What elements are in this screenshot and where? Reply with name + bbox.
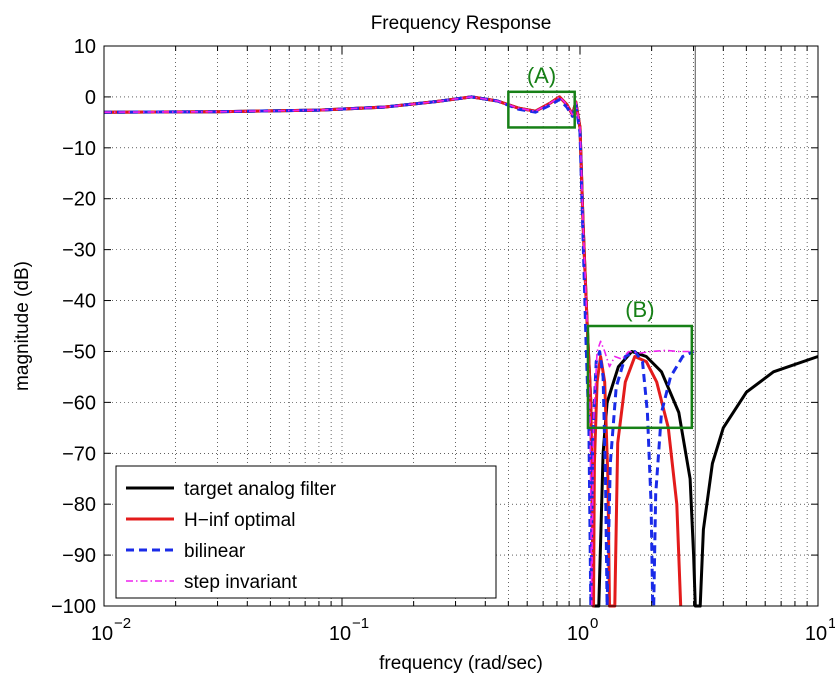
y-tick-label: −20 xyxy=(62,189,96,211)
legend-entry-label: target analog filter xyxy=(184,479,337,500)
annotation-box xyxy=(507,90,576,129)
legend-entry-label: bilinear xyxy=(184,541,246,562)
y-axis-label: magnitude (dB) xyxy=(12,261,33,391)
y-tick-label: −30 xyxy=(62,240,96,262)
plot-area-frame xyxy=(103,45,819,607)
y-tick-labels: 10 0 −10 −20 −30 −40 −50 −60 −70 −80 −90 −100 xyxy=(51,36,96,618)
legend-entry-label: H−inf optimal xyxy=(184,510,295,531)
y-tick-label: −90 xyxy=(62,545,96,567)
x-tick-label: 10 xyxy=(91,623,113,645)
x-axis-label: frequency (rad/sec) xyxy=(379,653,543,674)
y-tick-label: −10 xyxy=(62,138,96,160)
legend-entry-label: step invariant xyxy=(184,572,298,593)
y-tick-label: 0 xyxy=(85,87,96,109)
y-tick-label: −60 xyxy=(62,392,96,414)
legend-box xyxy=(115,465,497,599)
series-line xyxy=(103,96,694,607)
x-tick-label: 10 xyxy=(567,623,589,645)
x-tick-exponent: −1 xyxy=(352,615,369,632)
x-tick-label: 10 xyxy=(805,623,827,645)
annotation-box xyxy=(586,324,694,430)
x-tick-labels: 10 −2 10 −1 10 0 10 1 xyxy=(91,615,835,645)
x-tick-exponent: 0 xyxy=(590,615,598,632)
y-tick-label: −50 xyxy=(62,341,96,363)
y-tick-label: −100 xyxy=(51,596,96,618)
annotation-label: (B) xyxy=(625,297,654,322)
grid xyxy=(104,46,818,606)
x-tick-label: 10 xyxy=(329,623,351,645)
series-3 xyxy=(103,96,694,607)
axis-ticks xyxy=(103,45,818,607)
y-tick-label: −80 xyxy=(62,494,96,516)
annotation-label: (A) xyxy=(527,63,556,88)
x-tick-exponent: 1 xyxy=(828,615,835,632)
x-tick-exponent: −2 xyxy=(114,615,131,632)
y-tick-label: 10 xyxy=(74,36,96,58)
chart-title: Frequency Response xyxy=(371,13,552,34)
annotation-layer: (A) (B) xyxy=(507,63,694,430)
legend: target analog filter H−inf optimal bilinea… xyxy=(115,465,497,599)
y-tick-label: −70 xyxy=(62,443,96,465)
y-tick-label: −40 xyxy=(62,291,96,313)
